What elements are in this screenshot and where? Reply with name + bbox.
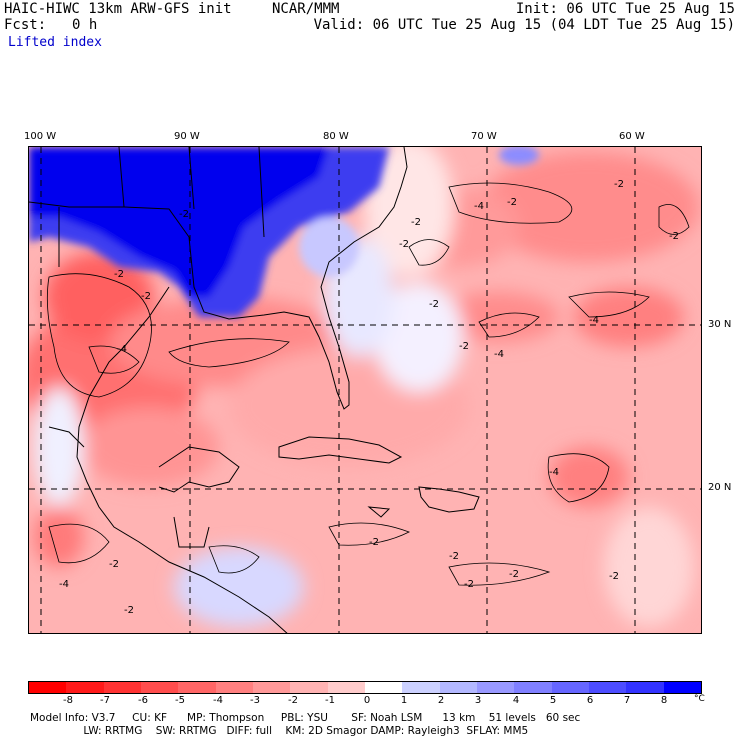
colorbar-label: -8 — [63, 695, 73, 706]
fcst-value: 0 h — [72, 17, 98, 33]
lon-label-100w: 100 W — [24, 131, 57, 142]
field-shading — [29, 147, 699, 627]
contour-label: -2 — [429, 299, 439, 310]
li-contours — [46, 182, 690, 586]
model-info-line1: Model Info: V3.7 CU: KF MP: Thompson PBL… — [30, 712, 581, 724]
valid-time: Valid: 06 UTC Tue 25 Aug 15 (04 LDT Tue … — [313, 17, 735, 33]
colorbar-swatch — [140, 682, 179, 693]
fcst-label: Fcst: — [4, 17, 47, 33]
colorbar — [28, 681, 702, 694]
colorbar-label: 3 — [474, 695, 482, 706]
lat-label-20n: 20 N — [708, 482, 732, 493]
contour-label: -2 — [614, 179, 624, 190]
contour-label: -2 — [141, 291, 151, 302]
colorbar-swatch — [215, 682, 253, 693]
lifted-index-map: -2 -2 -4 -2 -2 -2 -2 -2 -4 -2 -4 -2 -2 -… — [28, 146, 702, 634]
contour-label: -4 — [117, 344, 127, 355]
colorbar-swatch — [663, 682, 701, 693]
colorbar-label: 1 — [400, 695, 408, 706]
contour-label: -2 — [399, 239, 409, 250]
contour-label: -4 — [59, 579, 69, 590]
contour-label-group: -2 -2 -4 -2 -2 -2 -2 -2 -4 -2 -4 -2 -2 -… — [59, 179, 679, 616]
colorbar-label: -5 — [175, 695, 185, 706]
contour-label: -2 — [411, 217, 421, 228]
model-title: HAIC-HIWC 13km ARW-GFS init — [4, 1, 232, 17]
coastlines — [29, 147, 480, 633]
contour-label: -2 — [669, 231, 679, 242]
colorbar-label: 5 — [549, 695, 557, 706]
colorbar-swatch — [476, 682, 515, 693]
colorbar-label: -1 — [325, 695, 335, 706]
lat-lon-grid — [29, 147, 701, 633]
colorbar-swatch — [551, 682, 589, 693]
colorbar-swatch — [66, 682, 104, 693]
colorbar-swatch — [290, 682, 328, 693]
colorbar-swatch — [439, 682, 477, 693]
contour-label: -2 — [609, 571, 619, 582]
colorbar-swatch — [626, 682, 664, 693]
contour-label: -2 — [369, 537, 379, 548]
colorbar-swatch — [514, 682, 552, 693]
colorbar-label: 4 — [512, 695, 520, 706]
stable-region — [29, 147, 539, 317]
contour-label: -4 — [474, 201, 484, 212]
lon-label-60w: 60 W — [619, 131, 645, 142]
colorbar-label: -2 — [288, 695, 298, 706]
colorbar-unit: °C — [694, 694, 705, 704]
colorbar-swatch — [327, 682, 365, 693]
colorbar-swatch — [588, 682, 627, 693]
lon-label-80w: 80 W — [323, 131, 349, 142]
field-name: Lifted index — [8, 35, 102, 50]
init-time: Init: 06 UTC Tue 25 Aug 15 — [515, 1, 735, 17]
colorbar-label: -7 — [100, 695, 110, 706]
colorbar-label: 0 — [363, 695, 371, 706]
contour-label: -2 — [114, 269, 124, 280]
colorbar-label: -3 — [250, 695, 260, 706]
lon-label-70w: 70 W — [471, 131, 497, 142]
contour-label: -2 — [459, 341, 469, 352]
colorbar-swatch — [29, 682, 67, 693]
colorbar-swatch — [402, 682, 440, 693]
lat-label-30n: 30 N — [708, 319, 732, 330]
colorbar-label: 8 — [660, 695, 668, 706]
contour-label: -4 — [549, 467, 559, 478]
contour-label: -2 — [179, 209, 189, 220]
colorbar-swatch — [178, 682, 216, 693]
model-info-line2: LW: RRTMG SW: RRTMG DIFF: full KM: 2D Sm… — [30, 725, 529, 737]
colorbar-swatch — [103, 682, 141, 693]
lon-label-90w: 90 W — [174, 131, 200, 142]
colorbar-swatch — [364, 682, 403, 693]
contour-label: -2 — [124, 605, 134, 616]
colorbar-label: 6 — [586, 695, 594, 706]
colorbar-swatch — [252, 682, 291, 693]
contour-label: -2 — [464, 579, 474, 590]
colorbar-label: 7 — [623, 695, 631, 706]
contour-label: -2 — [509, 569, 519, 580]
contour-label: -4 — [494, 349, 504, 360]
colorbar-label: -4 — [213, 695, 223, 706]
org-label: NCAR/MMM — [272, 1, 340, 17]
contour-label: -2 — [449, 551, 459, 562]
contour-label: -2 — [109, 559, 119, 570]
contour-label: -2 — [507, 197, 517, 208]
contour-label: -4 — [589, 315, 599, 326]
colorbar-label: -6 — [138, 695, 148, 706]
colorbar-label: 2 — [437, 695, 445, 706]
